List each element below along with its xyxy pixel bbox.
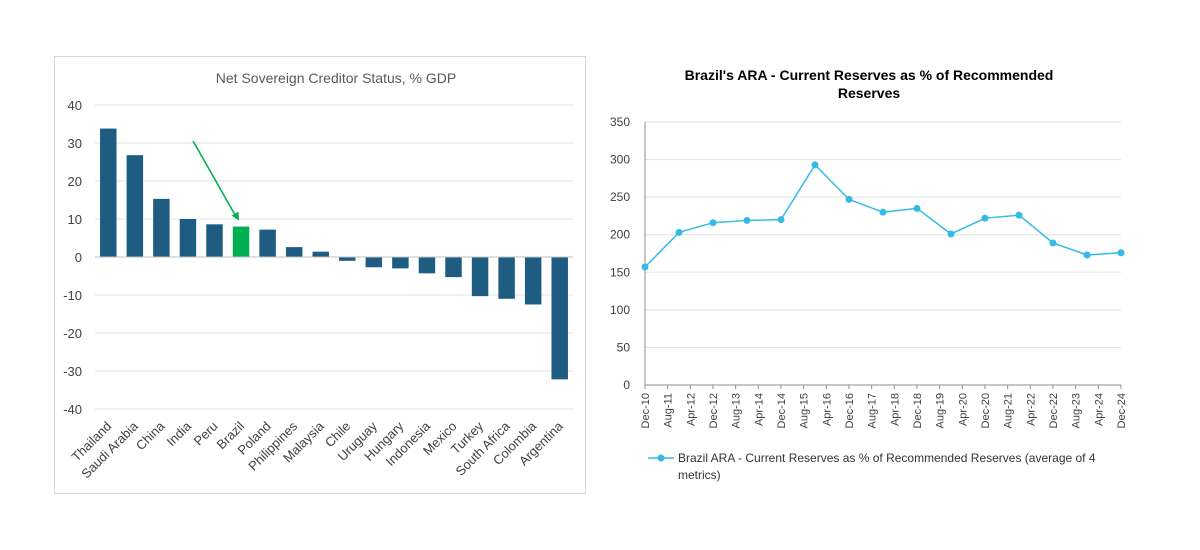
- data-point: [1049, 239, 1057, 247]
- data-point: [879, 208, 887, 216]
- x-tick-label: Apr-22: [1025, 393, 1037, 426]
- x-tick-label: Dec-12: [708, 393, 720, 428]
- y-tick-label: 200: [610, 228, 630, 242]
- bar-peru: [206, 224, 223, 257]
- bar-hungary: [392, 257, 409, 269]
- data-point: [811, 161, 819, 169]
- x-tick-label: Apr-12: [685, 393, 697, 426]
- x-tick-label: Dec-14: [776, 393, 788, 428]
- x-tick-label: Dec-16: [844, 393, 856, 428]
- bar-saudi-arabia: [126, 155, 144, 257]
- y-tick-label: -20: [63, 326, 82, 341]
- x-tick-label: Aug-21: [1003, 393, 1015, 428]
- x-tick-label: Dec-10: [640, 393, 652, 428]
- data-point: [981, 214, 989, 222]
- bar-chart: Net Sovereign Creditor Status, % GDP 40 30…: [63, 70, 573, 481]
- y-tick-label: 150: [610, 265, 630, 279]
- series-line: [644, 163, 1122, 268]
- bar-malaysia: [312, 251, 329, 257]
- x-tick-label: China: [133, 418, 168, 453]
- bar-indonesia: [418, 257, 436, 274]
- chart-title: Net Sovereign Creditor Status, % GDP: [216, 70, 456, 86]
- data-point: [947, 230, 955, 238]
- y-tick-label: -30: [63, 364, 82, 379]
- x-tick-label: India: [164, 418, 195, 449]
- y-tick-label: 0: [623, 378, 630, 392]
- bar-turkey: [471, 257, 489, 297]
- x-tick-label: Apr-24: [1093, 393, 1105, 426]
- y-tick-label: 250: [610, 190, 630, 204]
- y-tick-label: 0: [75, 250, 82, 265]
- arrowhead-icon: [231, 211, 240, 221]
- y-tick-label: -10: [63, 288, 82, 303]
- data-point: [845, 195, 853, 203]
- data-point: [777, 216, 785, 224]
- bar-china: [153, 198, 170, 257]
- data-point: [743, 216, 751, 224]
- y-tick-label: 350: [610, 115, 630, 129]
- bar-thailand: [100, 128, 117, 257]
- bar-mexico: [445, 257, 462, 278]
- bar-argentina: [551, 257, 568, 380]
- x-tick-label: Dec-20: [980, 393, 992, 428]
- x-tick-label: Aug-19: [935, 393, 947, 428]
- x-tick-label: Dec-18: [912, 393, 924, 428]
- x-tick-label: Apr-16: [821, 393, 833, 426]
- x-tick-label: Apr-20: [957, 393, 969, 426]
- bar-south-africa: [498, 257, 515, 299]
- x-tick-label: Dec-24: [1116, 393, 1128, 428]
- line-chart: Brazil's ARA - Current Reserves as % of …: [610, 67, 1128, 428]
- x-tick-label: Aug-23: [1071, 393, 1083, 428]
- data-point: [1083, 251, 1091, 259]
- line-chart-panel: Brazil's ARA - Current Reserves as % of …: [596, 56, 1156, 494]
- x-tick-label: Apr-14: [753, 393, 765, 426]
- chart-title-line: Brazil's ARA - Current Reserves as % of …: [685, 67, 1054, 83]
- data-point: [641, 263, 649, 271]
- bar-brazil: [232, 226, 250, 257]
- legend-label: Brazil ARA - Current Reserves as % of Re…: [678, 451, 1096, 482]
- chart-title: Brazil's ARA - Current Reserves as % of …: [685, 67, 1054, 101]
- x-tick-label: Aug-15: [799, 393, 811, 428]
- x-tick-label: Aug-13: [731, 393, 743, 428]
- y-tick-label: 100: [610, 303, 630, 317]
- chart-title-line: Reserves: [838, 85, 900, 101]
- y-tick-label: 10: [68, 212, 82, 227]
- bar-colombia: [524, 257, 542, 305]
- bar-poland: [259, 229, 276, 257]
- y-tick-label: 40: [68, 98, 82, 113]
- data-point: [1117, 249, 1125, 257]
- y-tick-label: 20: [68, 174, 82, 189]
- bar-philippines: [285, 247, 303, 257]
- legend-swatch-icon: [648, 454, 674, 462]
- data-point: [913, 204, 921, 212]
- y-tick-label: 50: [617, 340, 631, 354]
- y-tick-label: 300: [610, 153, 630, 167]
- bar-chile: [339, 257, 356, 261]
- x-tick-label: Aug-11: [663, 393, 675, 428]
- annotation-arrow: [192, 140, 237, 217]
- data-point: [1015, 211, 1023, 219]
- x-tick-label: Dec-22: [1048, 393, 1060, 428]
- data-point: [675, 228, 683, 236]
- bar-india: [179, 219, 197, 257]
- x-tick-label: Apr-18: [889, 393, 901, 426]
- y-tick-label: -40: [63, 402, 82, 417]
- bar-chart-panel: Net Sovereign Creditor Status, % GDP 40 30…: [54, 56, 586, 494]
- data-point: [709, 219, 717, 227]
- x-tick-label: Aug-17: [867, 393, 879, 428]
- y-tick-label: 30: [68, 136, 82, 151]
- bar-uruguay: [365, 257, 383, 268]
